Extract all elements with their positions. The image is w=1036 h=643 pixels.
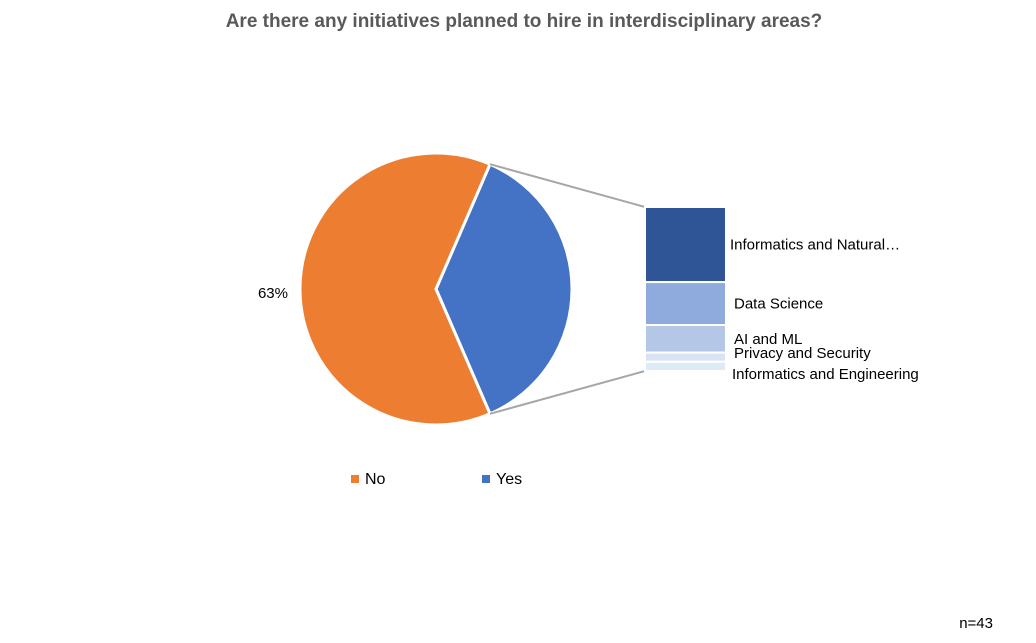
legend-label-yes: Yes [496, 471, 522, 488]
pie-slice-no [298, 151, 492, 427]
bar-segment-label-1: Informatics and Natural… [730, 237, 900, 254]
connector-line-bottom [489, 370, 646, 415]
connector-lines [489, 163, 646, 415]
sample-size-note: n=43 [959, 615, 993, 632]
pie: 63% [258, 151, 574, 427]
bar-segment-label-5: Informatics and Engineering [732, 366, 919, 383]
bar-segment-4 [644, 351, 727, 363]
legend-swatch-no [351, 475, 359, 483]
bar-segment-1 [644, 206, 727, 284]
bar-segment-label-4: Privacy and Security [734, 345, 871, 362]
bar-segment-label-2: Data Science [734, 296, 823, 313]
legend-label-no: No [365, 471, 386, 488]
bar-segment-3 [644, 324, 727, 354]
legend-swatch-yes [482, 475, 490, 483]
chart-title: Are there any initiatives planned to hir… [226, 11, 823, 32]
connector-line-top [489, 163, 646, 208]
pie-slice-yes [434, 162, 574, 416]
stacked-bar: Informatics and Natural… Data Science AI a… [644, 206, 919, 383]
bar-segment-label-3: AI and ML [734, 331, 802, 348]
bar-segment-2 [644, 281, 727, 327]
legend: No Yes [351, 471, 522, 488]
pie-data-label-no: 63% [258, 285, 288, 302]
bar-segment-5 [644, 360, 727, 372]
